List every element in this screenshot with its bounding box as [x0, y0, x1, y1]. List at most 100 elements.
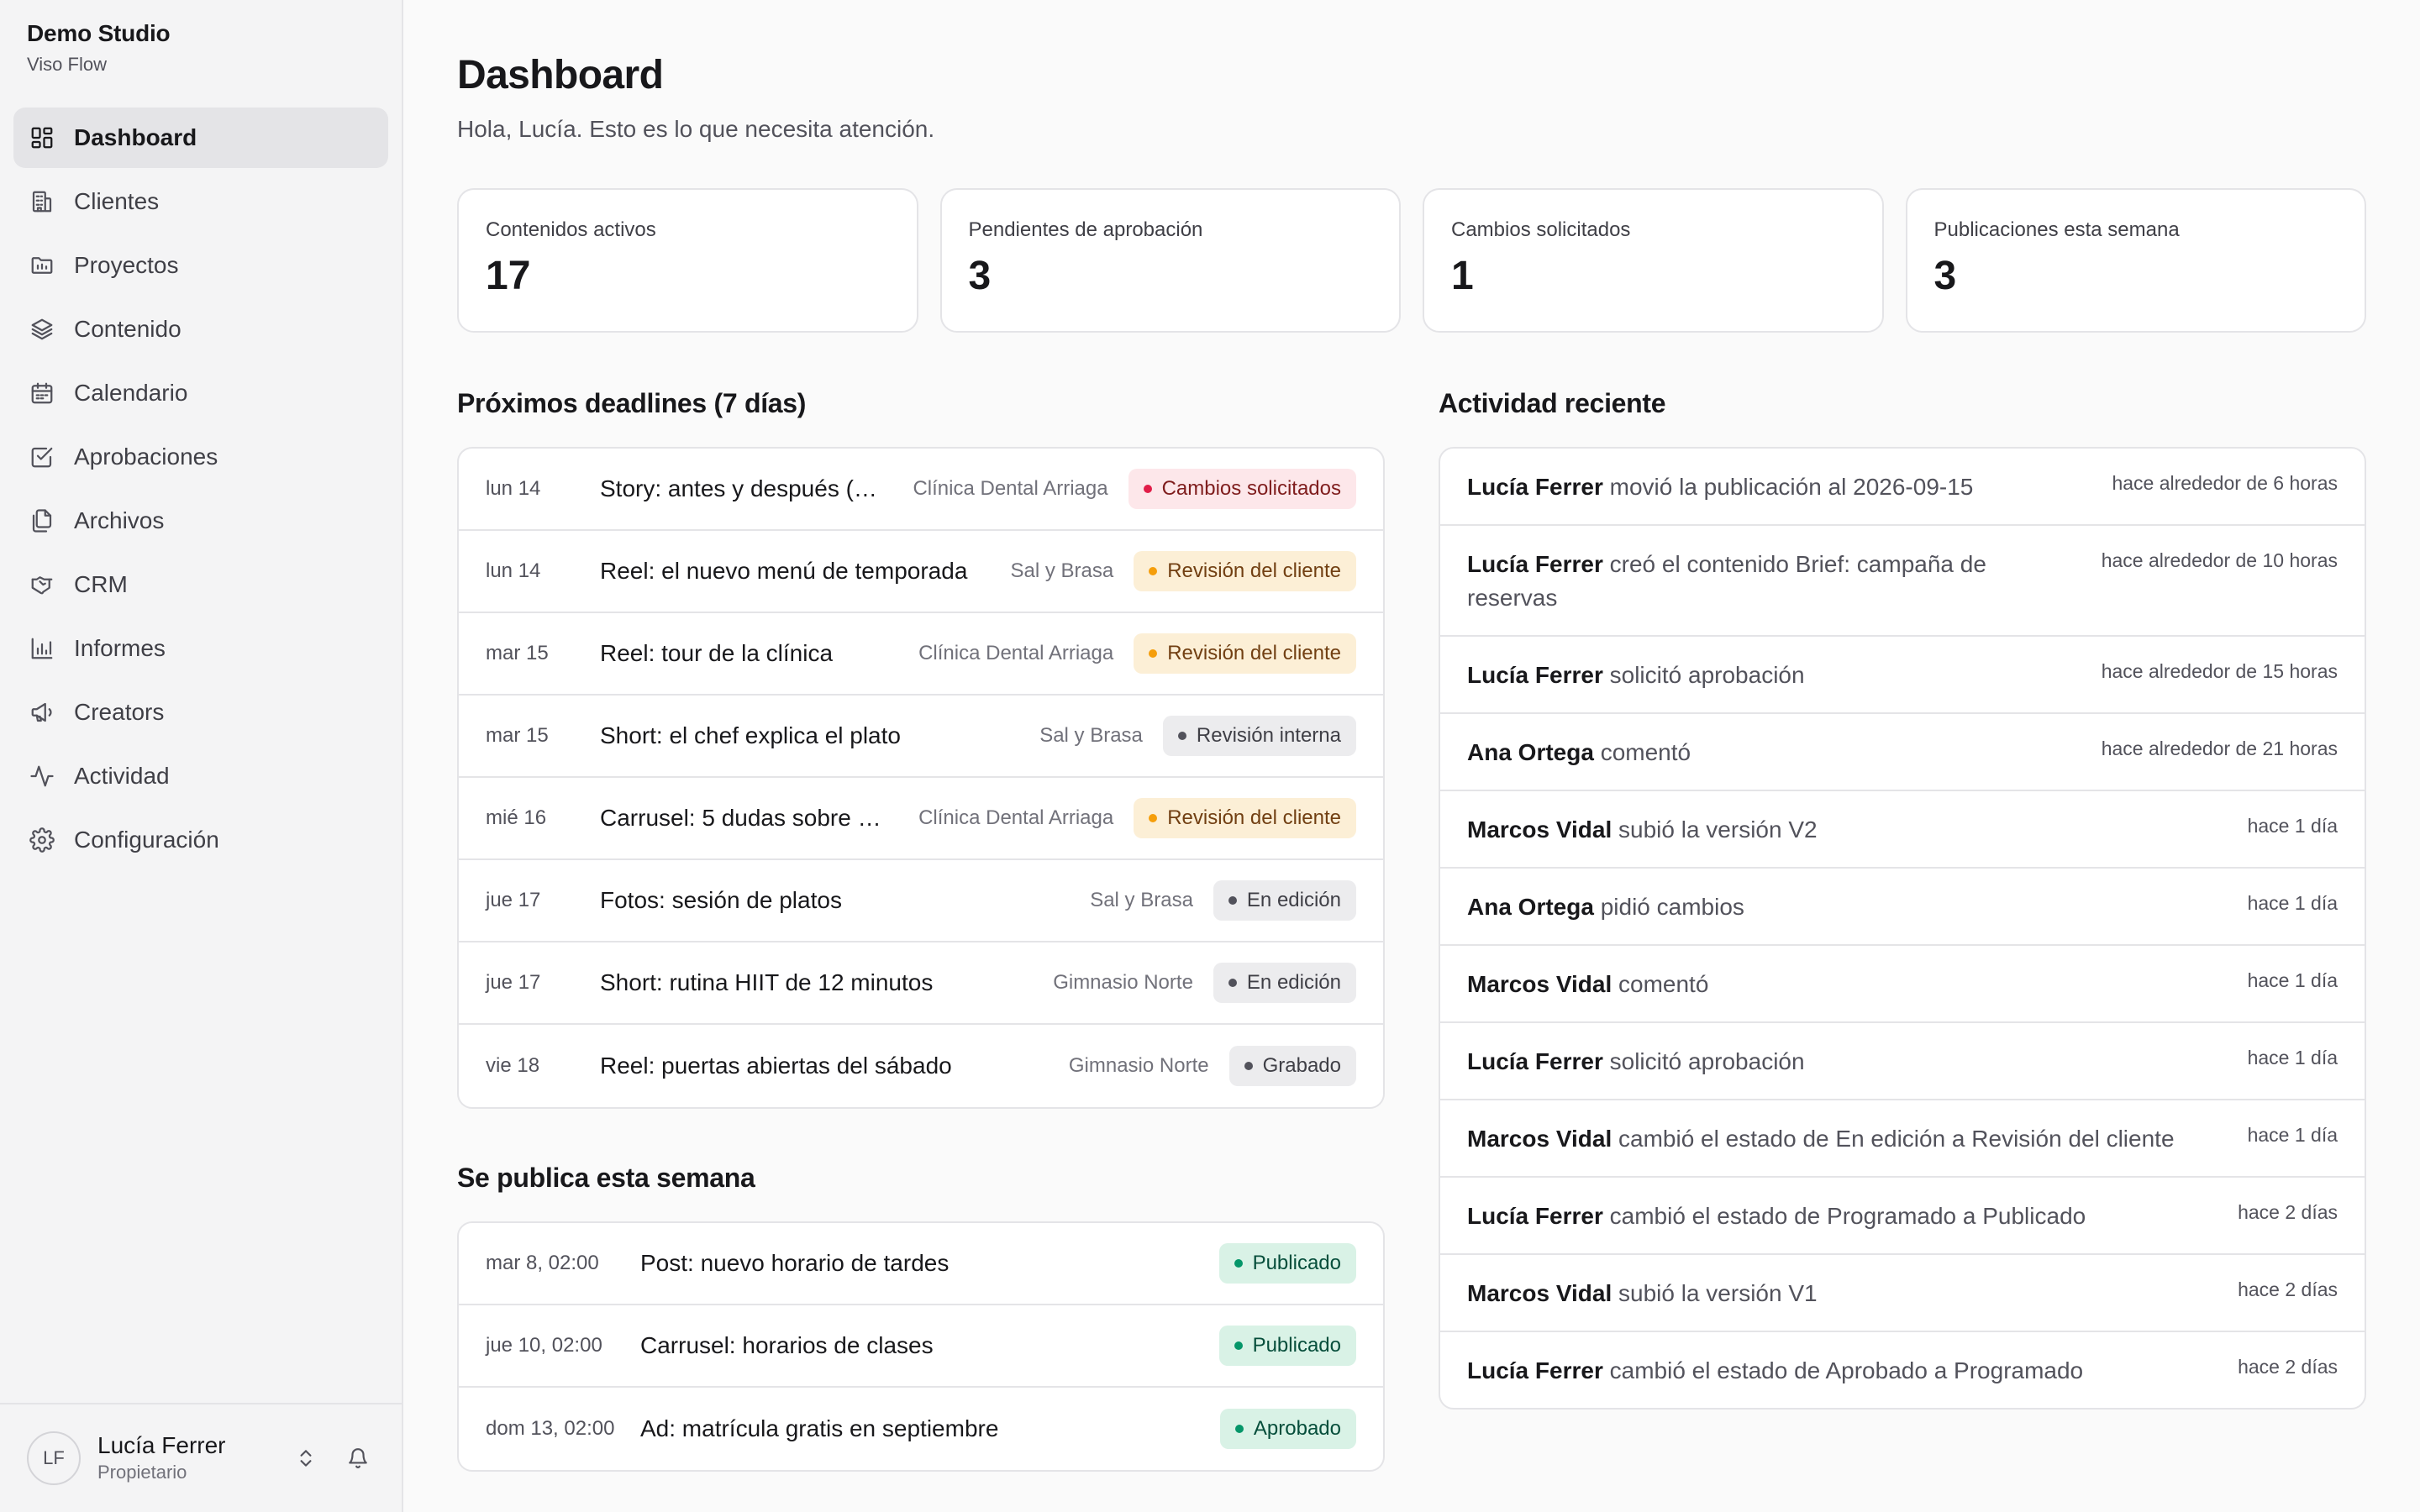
sidebar-item-label: Actividad: [74, 763, 170, 789]
activity-text: Lucía Ferrer solicitó aprobación: [1467, 1045, 1805, 1079]
publication-row[interactable]: mar 8, 02:00 Post: nuevo horario de tard…: [459, 1223, 1383, 1305]
activity-text: Marcos Vidal subió la versión V1: [1467, 1277, 1818, 1310]
deadline-row[interactable]: jue 17 Fotos: sesión de platos Sal y Bra…: [459, 860, 1383, 942]
stat-card-cambios: Cambios solicitados 1: [1423, 188, 1884, 333]
deadline-date: lun 14: [486, 559, 541, 582]
activity-row: Marcos Vidal cambió el estado de En edic…: [1440, 1100, 2365, 1178]
status-dot-icon: [1149, 814, 1158, 822]
activity-row: Marcos Vidal subió la versión V2 hace 1 …: [1440, 791, 2365, 869]
activity-text: Marcos Vidal subió la versión V2: [1467, 813, 1818, 847]
activity-row: Lucía Ferrer cambió el estado de Program…: [1440, 1178, 2365, 1255]
avatar[interactable]: LF: [27, 1431, 81, 1485]
status-badge: Publicado: [1218, 1243, 1356, 1284]
sidebar-item-creators[interactable]: Creators: [13, 682, 388, 743]
sidebar: Demo Studio Viso Flow Dashboard Clientes…: [0, 0, 403, 1512]
publication-title: Post: nuevo horario de tardes: [640, 1250, 950, 1276]
activity-row: Ana Ortega comentó hace alrededor de 21 …: [1440, 714, 2365, 791]
status-label: En edición: [1246, 889, 1341, 911]
activity-time: hace 1 día: [2247, 1047, 2338, 1068]
user-menu: LF Lucía Ferrer Propietario: [0, 1403, 402, 1512]
deadline-row[interactable]: mié 16 Carrusel: 5 dudas sobre … Clínica…: [459, 778, 1383, 860]
activity-action: subió la versión V1: [1612, 1280, 1818, 1306]
product-name: Viso Flow: [27, 54, 107, 75]
activity-row: Marcos Vidal subió la versión V1 hace 2 …: [1440, 1255, 2365, 1332]
status-label: Cambios solicitados: [1161, 477, 1341, 500]
files-icon: [29, 507, 55, 534]
notifications-button[interactable]: [338, 1438, 378, 1478]
status-label: Publicado: [1252, 1334, 1341, 1357]
activity-time: hace alrededor de 10 horas: [2101, 549, 2338, 571]
sidebar-item-actividad[interactable]: Actividad: [13, 746, 388, 806]
deadline-row[interactable]: jue 17 Short: rutina HIIT de 12 minutos …: [459, 942, 1383, 1025]
deadline-client: Gimnasio Norte: [1068, 1054, 1209, 1077]
dashboard-icon: [29, 124, 55, 151]
sidebar-item-label: Contenido: [74, 316, 182, 342]
sidebar-item-label: Archivos: [74, 507, 165, 533]
activity-action: movió la publicación al 2026-09-15: [1602, 474, 1974, 500]
status-label: Publicado: [1252, 1252, 1341, 1274]
activity-text: Lucía Ferrer solicitó aprobación: [1467, 659, 1805, 692]
sidebar-item-label: Informes: [74, 635, 166, 661]
sidebar-item-calendario[interactable]: Calendario: [13, 363, 388, 423]
status-badge: Aprobado: [1219, 1409, 1356, 1449]
check-square-icon: [29, 444, 55, 470]
deadline-row[interactable]: lun 14 Reel: el nuevo menú de temporada …: [459, 531, 1383, 613]
deadline-row[interactable]: lun 14 Story: antes y después (… Clínica…: [459, 449, 1383, 531]
activity-text: Marcos Vidal cambió el estado de En edic…: [1467, 1122, 2175, 1156]
activity-action: comentó: [1593, 739, 1691, 765]
deadline-row[interactable]: vie 18 Reel: puertas abiertas del sábado…: [459, 1025, 1383, 1107]
activity-actor: Lucía Ferrer: [1467, 1203, 1603, 1229]
status-dot-icon: [1149, 649, 1158, 658]
chevrons-up-down-icon: [300, 1450, 312, 1467]
status-dot-icon: [1149, 567, 1158, 575]
publication-row[interactable]: dom 13, 02:00 Ad: matrícula gratis en se…: [459, 1388, 1383, 1470]
sidebar-item-configuracion[interactable]: Configuración: [13, 810, 388, 870]
activity-row: Ana Ortega pidió cambios hace 1 día: [1440, 869, 2365, 946]
activity-time: hace 2 días: [2238, 1356, 2338, 1378]
activity-actor: Marcos Vidal: [1467, 1280, 1612, 1306]
stat-value: 3: [1933, 254, 1957, 298]
stat-card-pendientes: Pendientes de aprobación 3: [939, 188, 1401, 333]
bar-chart-icon: [29, 635, 55, 662]
status-badge: Revisión del cliente: [1134, 633, 1356, 674]
deadline-client: Clínica Dental Arriaga: [918, 642, 1114, 664]
activity-time: hace alrededor de 21 horas: [2101, 738, 2338, 759]
page-subtitle: Hola, Lucía. Esto es lo que necesita ate…: [457, 116, 935, 142]
deadline-date: mar 15: [486, 724, 549, 747]
sidebar-item-archivos[interactable]: Archivos: [13, 491, 388, 551]
user-role: Propietario: [97, 1462, 187, 1483]
user-switcher-button[interactable]: [286, 1438, 326, 1478]
activity-row: Lucía Ferrer movió la publicación al 202…: [1440, 449, 2365, 526]
publishing-title: Se publica esta semana: [457, 1163, 755, 1193]
deadline-title: Carrusel: 5 dudas sobre …: [600, 805, 881, 831]
deadline-date: lun 14: [486, 477, 541, 500]
status-badge: Grabado: [1228, 1046, 1356, 1086]
stat-value: 17: [486, 254, 531, 298]
status-dot-icon: [1228, 979, 1237, 987]
stat-label: Pendientes de aprobación: [968, 218, 1203, 241]
megaphone-icon: [29, 699, 55, 726]
sidebar-item-informes[interactable]: Informes: [13, 618, 388, 679]
brand: Demo Studio Viso Flow: [27, 18, 171, 77]
user-info: Lucía Ferrer Propietario: [97, 1431, 274, 1485]
sidebar-item-crm[interactable]: CRM: [13, 554, 388, 615]
publication-date: mar 8, 02:00: [486, 1252, 599, 1274]
deadline-row[interactable]: mar 15 Reel: tour de la clínica Clínica …: [459, 613, 1383, 696]
sidebar-item-proyectos[interactable]: Proyectos: [13, 235, 388, 296]
deadline-date: jue 17: [486, 971, 541, 994]
deadline-row[interactable]: mar 15 Short: el chef explica el plato S…: [459, 696, 1383, 778]
stat-value: 3: [968, 254, 992, 298]
activity-icon: [29, 763, 55, 790]
publication-date: dom 13, 02:00: [486, 1417, 615, 1440]
sidebar-nav: Dashboard Clientes Proyectos Contenido C…: [13, 108, 388, 874]
deadline-title: Reel: tour de la clínica: [600, 640, 834, 666]
sidebar-item-clientes[interactable]: Clientes: [13, 171, 388, 232]
publication-row[interactable]: jue 10, 02:00 Carrusel: horarios de clas…: [459, 1305, 1383, 1388]
sidebar-item-contenido[interactable]: Contenido: [13, 299, 388, 360]
handshake-icon: [29, 571, 55, 598]
layers-icon: [29, 316, 55, 343]
sidebar-item-dashboard[interactable]: Dashboard: [13, 108, 388, 168]
sidebar-item-aprobaciones[interactable]: Aprobaciones: [13, 427, 388, 487]
stat-card-publicaciones: Publicaciones esta semana 3: [1905, 188, 2366, 333]
status-label: En edición: [1246, 971, 1341, 994]
